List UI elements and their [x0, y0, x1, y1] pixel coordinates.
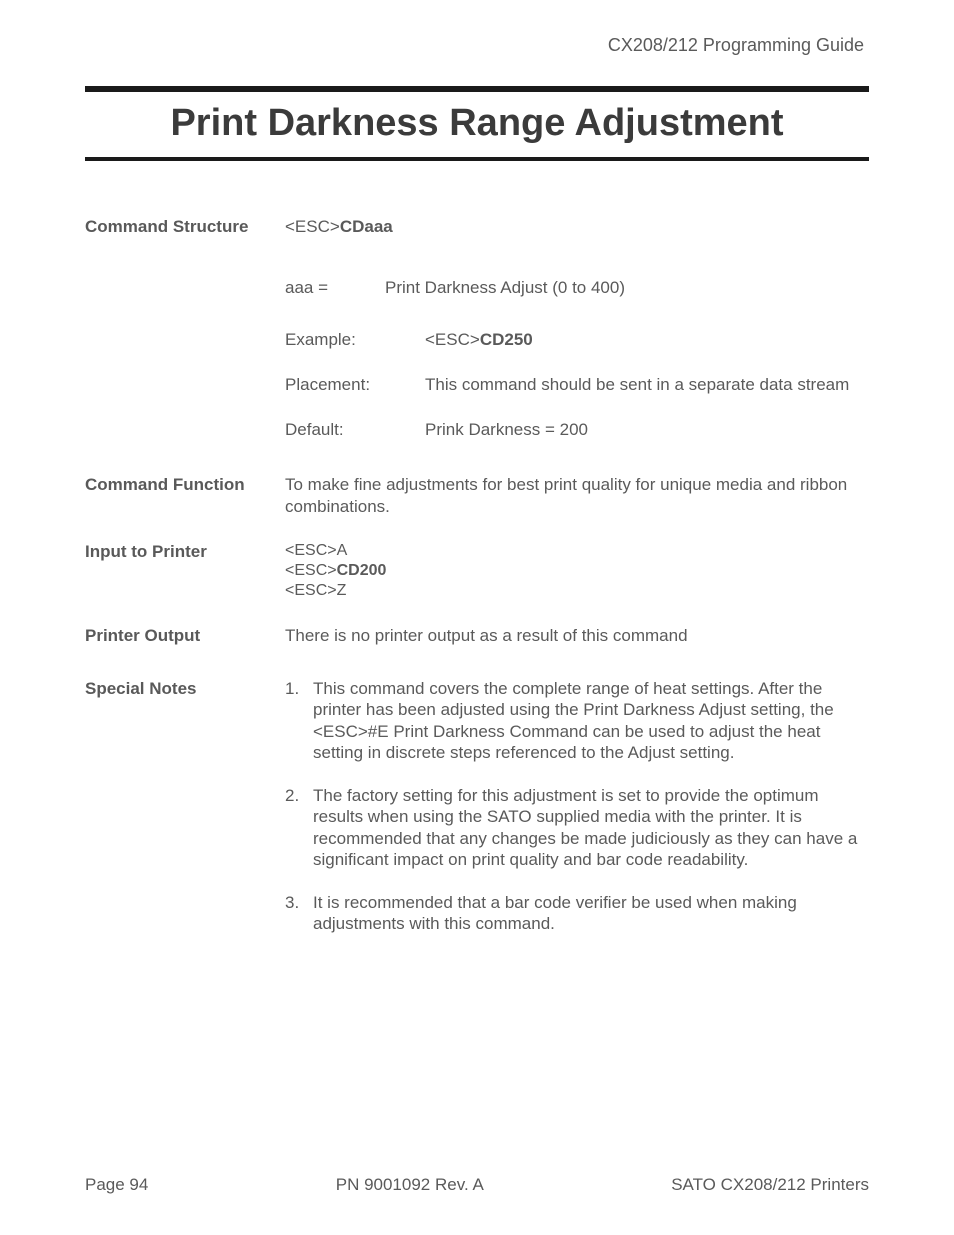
note-num: 2.	[285, 785, 313, 870]
command-function-text: To make fine adjustments for best print …	[285, 474, 869, 517]
note-num: 1.	[285, 678, 313, 763]
input3-esc: <ESC>	[285, 582, 337, 599]
note-text: It is recommended that a bar code verifi…	[313, 892, 869, 935]
input-line-2: <ESC>CD200	[285, 561, 869, 581]
esc-prefix: <ESC>	[285, 217, 340, 236]
label-command-function: Command Function	[85, 474, 285, 495]
page-title: Print Darkness Range Adjustment	[85, 92, 869, 157]
param-desc: Print Darkness Adjust (0 to 400)	[385, 277, 869, 298]
param-key: aaa =	[285, 277, 385, 298]
command-bold: CDaaa	[340, 217, 393, 236]
doc-header: CX208/212 Programming Guide	[85, 35, 869, 56]
label-special-notes: Special Notes	[85, 678, 285, 699]
body: Command Structure <ESC>CDaaa aaa = Print…	[85, 216, 869, 935]
default-text: Prink Darkness = 200	[425, 419, 869, 440]
default-label: Default:	[285, 419, 425, 440]
params-block: aaa = Print Darkness Adjust (0 to 400) E…	[285, 277, 869, 440]
input-seq: <ESC>A <ESC>CD200 <ESC>Z	[285, 541, 869, 601]
rule-bottom	[85, 157, 869, 161]
page: CX208/212 Programming Guide Print Darkne…	[0, 0, 954, 1235]
placement-label: Placement:	[285, 374, 425, 395]
kv-default: Default: Prink Darkness = 200	[285, 419, 869, 440]
footer-page: Page 94	[85, 1175, 148, 1195]
note-item-3: 3. It is recommended that a bar code ver…	[285, 892, 869, 935]
footer-product: SATO CX208/212 Printers	[671, 1175, 869, 1195]
input3-rest: Z	[337, 582, 347, 599]
label-command-structure: Command Structure	[85, 216, 285, 237]
label-printer-output: Printer Output	[85, 625, 285, 646]
printer-output-text: There is no printer output as a result o…	[285, 625, 869, 646]
input2-bold: CD200	[337, 562, 387, 579]
special-notes-content: 1. This command covers the complete rang…	[285, 678, 869, 935]
kv-param: aaa = Print Darkness Adjust (0 to 400)	[285, 277, 869, 298]
row-command-function: Command Function To make fine adjustment…	[85, 474, 869, 517]
note-item-2: 2. The factory setting for this adjustme…	[285, 785, 869, 870]
label-input-to-printer: Input to Printer	[85, 541, 285, 562]
row-command-structure: Command Structure <ESC>CDaaa	[85, 216, 869, 237]
input2-esc: <ESC>	[285, 562, 337, 579]
row-params: aaa = Print Darkness Adjust (0 to 400) E…	[85, 277, 869, 440]
note-text: This command covers the complete range o…	[313, 678, 869, 763]
placement-text: This command should be sent in a separat…	[425, 374, 869, 395]
note-item-1: 1. This command covers the complete rang…	[285, 678, 869, 763]
note-num: 3.	[285, 892, 313, 935]
example-label: Example:	[285, 329, 425, 350]
note-text: The factory setting for this adjustment …	[313, 785, 869, 870]
kv-example: Example: <ESC>CD250	[285, 329, 869, 350]
example-bold: CD250	[480, 330, 533, 349]
command-structure-value: <ESC>CDaaa	[285, 216, 869, 237]
row-printer-output: Printer Output There is no printer outpu…	[85, 625, 869, 646]
row-special-notes: Special Notes 1. This command covers the…	[85, 678, 869, 935]
input1-esc: <ESC>	[285, 542, 337, 559]
footer-pn: PN 9001092 Rev. A	[336, 1175, 484, 1195]
input1-rest: A	[337, 542, 348, 559]
input-line-1: <ESC>A	[285, 541, 869, 561]
row-input-to-printer: Input to Printer <ESC>A <ESC>CD200 <ESC>…	[85, 541, 869, 601]
example-esc: <ESC>	[425, 330, 480, 349]
input-line-3: <ESC>Z	[285, 581, 869, 601]
footer: Page 94 PN 9001092 Rev. A SATO CX208/212…	[85, 1175, 869, 1195]
kv-placement: Placement: This command should be sent i…	[285, 374, 869, 395]
notes-list: 1. This command covers the complete rang…	[285, 678, 869, 935]
example-value: <ESC>CD250	[425, 329, 869, 350]
